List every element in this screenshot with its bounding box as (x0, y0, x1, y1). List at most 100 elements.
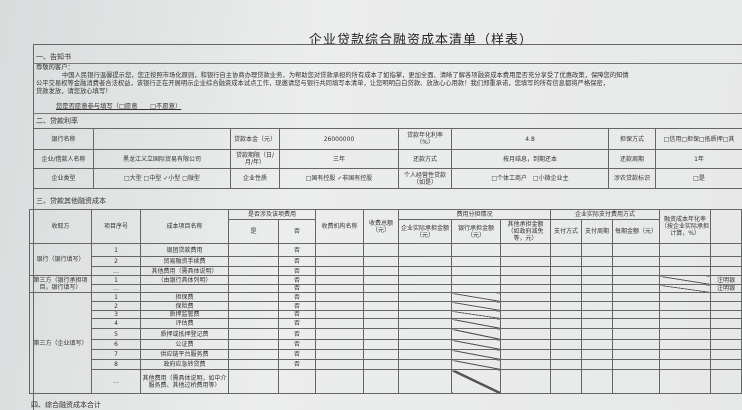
yes-cell[interactable] (228, 256, 279, 267)
ent-amt-cell[interactable] (398, 243, 453, 257)
rate-cell[interactable] (659, 292, 712, 302)
other-amt-cell[interactable] (500, 256, 552, 267)
yes-cell[interactable] (228, 292, 279, 302)
cycle-cell[interactable] (581, 301, 614, 311)
no-cell[interactable] (277, 369, 317, 394)
no-cell[interactable]: 否 (277, 339, 317, 350)
cycle-cell[interactable] (581, 328, 614, 340)
yes-cell[interactable] (228, 339, 279, 350)
ent-amt-cell[interactable] (398, 301, 453, 311)
yes-cell[interactable] (228, 266, 279, 276)
loan-value[interactable]: 三年 (279, 149, 399, 169)
loan-value[interactable]: 26000000 (279, 128, 399, 150)
method-cell[interactable] (550, 328, 583, 340)
cycle-cell[interactable] (581, 310, 614, 319)
method-cell[interactable] (550, 301, 583, 311)
total-cell[interactable] (363, 359, 400, 370)
per-cell[interactable] (612, 256, 661, 267)
loan-value[interactable]: 按月结息，到期还本 (451, 149, 609, 169)
cycle-cell[interactable] (581, 349, 614, 360)
other-amt-cell[interactable] (500, 359, 552, 370)
rate-cell[interactable] (659, 339, 712, 350)
total-cell[interactable] (363, 318, 400, 329)
no-cell[interactable]: 否 (277, 328, 317, 340)
other-amt-cell[interactable] (500, 369, 552, 394)
cycle-cell[interactable] (581, 339, 614, 350)
other-amt-cell[interactable] (500, 318, 552, 329)
total-cell[interactable] (363, 328, 400, 340)
total-cell[interactable] (363, 301, 400, 311)
bank-amt-cell[interactable] (451, 275, 502, 285)
rate-cell[interactable] (659, 256, 712, 267)
ent-amt-cell[interactable] (398, 318, 453, 329)
cycle-cell[interactable] (581, 275, 614, 285)
no-cell[interactable]: 否 (277, 349, 317, 360)
per-cell[interactable] (612, 339, 661, 350)
per-cell[interactable] (612, 369, 661, 394)
yes-cell[interactable] (228, 328, 279, 340)
no-cell[interactable]: 否 (277, 275, 317, 285)
method-cell[interactable] (550, 243, 583, 257)
loan-value[interactable]: 1年 (655, 149, 742, 169)
per-cell[interactable] (612, 243, 661, 257)
yes-cell[interactable] (228, 359, 279, 370)
method-cell[interactable] (550, 284, 583, 293)
org-cell[interactable] (315, 243, 365, 257)
org-cell[interactable] (315, 310, 365, 319)
cycle-cell[interactable] (581, 359, 614, 370)
loan-value[interactable]: □信用□担保□抵质押□其 (655, 128, 742, 150)
ent-amt-cell[interactable] (398, 292, 453, 302)
per-cell[interactable] (612, 275, 661, 285)
no-cell[interactable]: 否 (277, 292, 317, 302)
per-cell[interactable] (612, 359, 661, 370)
method-cell[interactable] (550, 318, 583, 329)
total-cell[interactable] (363, 284, 400, 293)
other-amt-cell[interactable] (500, 284, 552, 293)
no-cell[interactable]: 否 (277, 318, 317, 329)
no-cell[interactable]: 否 (277, 266, 317, 276)
rate-cell[interactable] (659, 369, 712, 394)
no-cell[interactable]: 否 (277, 256, 317, 267)
other-amt-cell[interactable] (500, 275, 552, 285)
total-cell[interactable] (363, 369, 400, 394)
bank-amt-cell[interactable] (451, 284, 502, 293)
total-cell[interactable] (363, 266, 400, 276)
total-cell[interactable] (363, 292, 400, 302)
org-cell[interactable] (315, 266, 365, 276)
rate-cell[interactable] (659, 349, 712, 360)
other-amt-cell[interactable] (500, 339, 552, 350)
bank-amt-cell[interactable] (451, 266, 502, 276)
total-cell[interactable] (363, 275, 400, 285)
rate-cell[interactable] (659, 310, 712, 319)
ent-amt-cell[interactable] (398, 359, 453, 370)
method-cell[interactable] (550, 266, 583, 276)
per-cell[interactable] (612, 301, 661, 311)
ent-amt-cell[interactable] (398, 256, 453, 267)
per-cell[interactable] (612, 328, 661, 340)
org-cell[interactable] (315, 284, 365, 293)
total-cell[interactable] (363, 310, 400, 319)
cycle-cell[interactable] (581, 292, 614, 302)
yes-cell[interactable] (228, 301, 279, 311)
rate-cell[interactable] (659, 243, 712, 257)
no-cell[interactable]: 否 (277, 284, 317, 293)
no-cell[interactable]: 否 (277, 243, 317, 257)
no-cell[interactable]: 否 (277, 359, 317, 370)
org-cell[interactable] (315, 339, 365, 350)
bank-amt-cell[interactable] (451, 243, 502, 257)
org-cell[interactable] (315, 301, 365, 311)
ent-amt-cell[interactable] (398, 275, 453, 285)
ent-amt-cell[interactable] (398, 284, 453, 293)
rate-cell[interactable] (659, 328, 712, 340)
yes-cell[interactable] (228, 243, 279, 257)
method-cell[interactable] (550, 359, 583, 370)
total-cell[interactable] (363, 243, 400, 257)
rate-cell[interactable] (659, 359, 712, 370)
loan-value[interactable]: 4.8 (451, 128, 609, 150)
per-cell[interactable] (612, 292, 661, 302)
other-amt-cell[interactable] (500, 328, 552, 340)
org-cell[interactable] (315, 328, 365, 340)
per-cell[interactable] (612, 266, 661, 276)
cycle-cell[interactable] (581, 369, 614, 394)
no-cell[interactable]: 否 (277, 301, 317, 311)
